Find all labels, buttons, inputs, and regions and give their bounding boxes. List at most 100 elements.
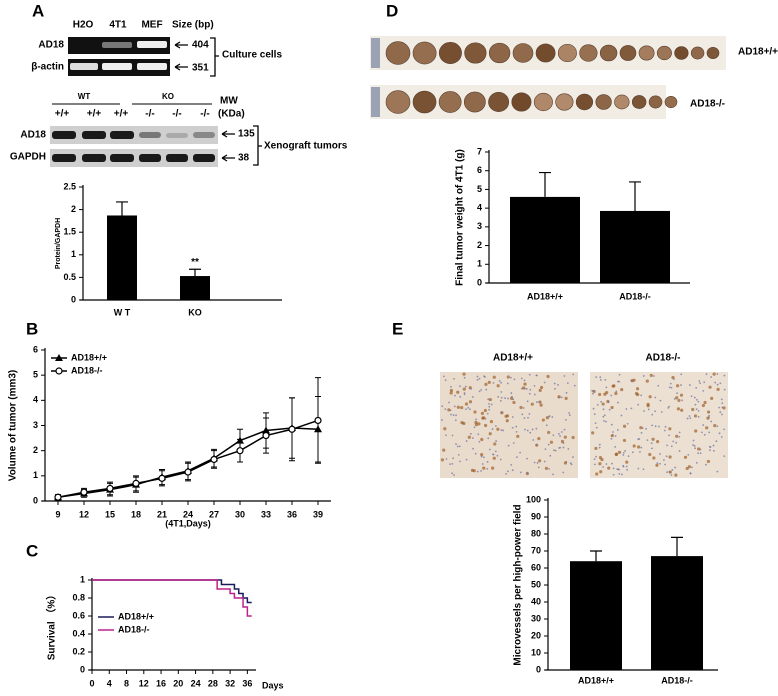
cell: [660, 411, 663, 413]
cell: [645, 379, 649, 383]
cell: [718, 406, 720, 409]
row-label: β-actin: [31, 62, 64, 73]
row-label: AD18: [38, 40, 64, 51]
cell: [610, 405, 614, 410]
cell: [614, 435, 617, 437]
cell: [710, 376, 713, 378]
cell: [626, 468, 629, 471]
cell: [453, 474, 455, 476]
y-tick-label: 2: [71, 204, 76, 214]
cell: [703, 400, 707, 405]
cell: [691, 466, 693, 469]
cell: [637, 438, 640, 441]
cell: [533, 393, 536, 396]
x-tick-label: 36: [242, 678, 252, 688]
cell: [703, 381, 706, 384]
cell: [658, 425, 660, 428]
error-bar: [590, 550, 602, 562]
cell: [471, 396, 474, 398]
tumor: [488, 42, 511, 64]
cell: [526, 471, 529, 474]
cell: [572, 456, 574, 458]
tumor: [438, 91, 462, 113]
cell: [567, 447, 570, 450]
cell: [621, 473, 623, 476]
panel-label: E: [392, 319, 403, 338]
x-tick-label: 33: [261, 509, 271, 519]
cell: [563, 428, 566, 431]
cell: [449, 463, 451, 466]
cell: [652, 456, 656, 460]
cell: [483, 408, 487, 413]
cell: [453, 377, 455, 380]
cell: [604, 379, 607, 381]
cell: [447, 408, 451, 412]
cell: [650, 442, 653, 445]
cell: [456, 405, 460, 409]
cell: [500, 381, 503, 384]
y-tick-label: 20: [531, 630, 541, 640]
cell: [716, 383, 719, 386]
cell: [643, 410, 645, 412]
cell: [536, 462, 539, 464]
cell: [674, 473, 678, 477]
cell: [507, 397, 509, 400]
cell: [465, 408, 467, 411]
genotype: -/-: [200, 109, 209, 120]
cell: [496, 427, 500, 431]
cell: [557, 433, 560, 435]
cell: [459, 395, 462, 398]
y-tick-label: 6: [477, 165, 482, 175]
marker: [210, 455, 218, 464]
cell: [548, 415, 550, 418]
cell: [637, 467, 640, 470]
cell: [462, 372, 466, 376]
cell: [516, 434, 520, 438]
cell: [569, 462, 572, 465]
cell: [523, 379, 526, 382]
y-tick-label: 50: [531, 579, 541, 589]
cell: [468, 400, 473, 404]
cell: [675, 396, 679, 400]
cell: [618, 373, 621, 376]
cell: [496, 384, 500, 388]
genotype: +/+: [55, 109, 70, 120]
cell: [515, 456, 518, 459]
cell: [558, 447, 561, 449]
x-tick-label: W T: [114, 307, 131, 317]
cell: [500, 429, 503, 431]
cell: [487, 398, 490, 401]
x-tick-label: 32: [225, 678, 235, 688]
cell: [494, 450, 497, 453]
cell: [560, 396, 563, 399]
cell: [626, 422, 629, 425]
cell: [499, 458, 502, 461]
cell: [451, 472, 454, 475]
y-tick-label: 0.8: [72, 592, 85, 602]
cell: [709, 446, 712, 448]
y-tick-label: 1: [71, 249, 76, 259]
cell: [611, 462, 613, 465]
cell: [703, 433, 706, 436]
cell: [441, 405, 444, 408]
cell: [674, 466, 677, 469]
cell: [721, 402, 724, 405]
cell: [702, 424, 705, 426]
cell: [492, 381, 495, 384]
cell: [651, 437, 655, 441]
y-tick-label: 0: [33, 495, 38, 505]
cell: [511, 416, 514, 418]
cell: [657, 384, 660, 387]
tumor: [575, 93, 594, 111]
cell: [642, 375, 645, 377]
tumor: [599, 44, 618, 62]
cell: [706, 410, 711, 414]
cell: [548, 468, 550, 470]
marker: [184, 468, 192, 476]
cell: [533, 384, 536, 387]
cell: [487, 380, 491, 384]
y-tick-label: 2: [33, 445, 38, 455]
cell: [462, 387, 466, 391]
cell: [612, 467, 615, 470]
cell: [648, 452, 652, 457]
